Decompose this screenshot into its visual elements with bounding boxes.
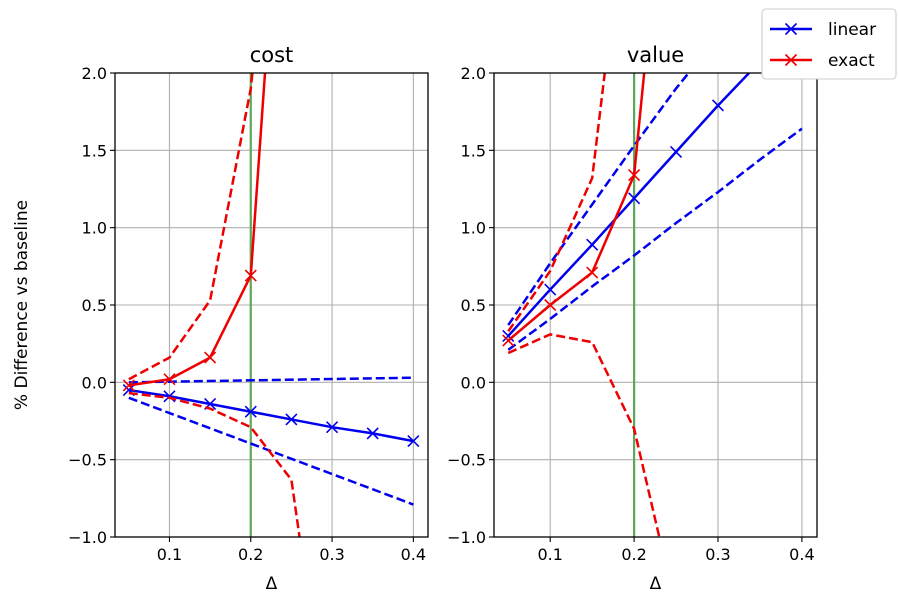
panel-cost-ytick-label: 0.0 [82, 373, 107, 392]
panel-cost-series-4-line [128, 73, 254, 381]
panel-cost: 0.1 0.2 0.3 0.4 −1.0 −0.5 0.0 0.5 1.0 1.5 2.0 cost Δ… [12, 43, 429, 594]
panel-cost-xtick-label: 0.2 [238, 545, 263, 564]
panel-value-series-1-line [507, 73, 690, 326]
panel-value-series-0-point-3 [628, 192, 641, 205]
panel-cost-series-0-point-7 [407, 435, 420, 448]
panel-cost-series-0-point-6 [366, 427, 379, 440]
panel-cost-title: cost [250, 43, 294, 67]
legend-label-linear: linear [828, 20, 876, 40]
panel-value-series-2-line [507, 127, 803, 351]
panel-value-ytick-label: −1.0 [447, 528, 486, 547]
panel-cost-series-1-line [128, 376, 414, 384]
panel-value: 0.1 0.2 0.3 0.4 −1.0 −0.5 0.0 0.5 1.0 1.5 2.0 value… [447, 43, 818, 594]
panel-value-ytick-label: 1.5 [461, 141, 486, 160]
panel-cost-series-3-point-3 [244, 269, 257, 282]
panel-cost-series-0-line [128, 388, 414, 443]
panel-value-ytick-label: −0.5 [447, 451, 486, 470]
panel-cost-ytick-label: 2.0 [82, 64, 107, 83]
panel-cost-series-0-point-4 [285, 413, 298, 426]
panel-cost-series-0-point-5 [326, 421, 339, 434]
panel-value-series-3-point-3 [628, 169, 641, 182]
panel-value-series-3-point-0 [502, 334, 515, 347]
panel-value-series-4-line [507, 73, 606, 333]
panel-value-series-0-point-0 [502, 329, 515, 342]
panel-cost-series-3-point-1 [163, 373, 176, 386]
panel-value-ytick-label: 0.0 [461, 373, 486, 392]
panel-value-ytick-label: 0.5 [461, 296, 486, 315]
panel-value-xtick-label: 0.4 [789, 545, 814, 564]
panel-value-xtick-label: 0.2 [621, 545, 646, 564]
panel-value-series-3-line [507, 73, 646, 342]
panel-value-title: value [627, 43, 684, 67]
panel-cost-ytick-label: −1.0 [68, 528, 107, 547]
panel-cost-ytick-label: 1.5 [82, 141, 107, 160]
panel-cost-series-5-line [128, 391, 301, 537]
panel-value-ytick-label: 2.0 [461, 64, 486, 83]
panel-value-xtick-label: 0.3 [705, 545, 730, 564]
panel-cost-series-0-point-3 [244, 405, 257, 418]
panel-value-series-0-point-1 [544, 283, 557, 296]
panel-value-series-0-point-5 [711, 99, 725, 112]
panel-value-series-5-line [507, 333, 661, 537]
panel-cost-xtick-label: 0.3 [319, 545, 344, 564]
panel-value-xtick-label: 0.1 [537, 545, 562, 564]
legend-label-exact: exact [828, 51, 875, 71]
panel-cost-ytick-label: 0.5 [82, 296, 107, 315]
panel-value-series-0-point-2 [586, 238, 599, 251]
panel-cost-xtick-label: 0.1 [157, 545, 182, 564]
panel-cost-xlabel: Δ [266, 574, 278, 594]
panel-cost-series-3-point-0 [122, 379, 135, 392]
panel-cost-plot-area [122, 73, 420, 537]
panel-value-xlabel: Δ [650, 574, 662, 594]
panel-cost-ytick-label: 1.0 [82, 219, 107, 238]
legend: linear exact [761, 8, 897, 80]
panel-value-ytick-label: 1.0 [461, 219, 486, 238]
panel-value-series-0-line [507, 73, 750, 337]
legend-box [761, 8, 897, 80]
legend-marker-exact [784, 53, 798, 67]
panel-cost-ytick-label: −0.5 [68, 451, 107, 470]
panel-cost-xtick-label: 0.4 [401, 545, 426, 564]
panel-value-plot-area [502, 73, 803, 537]
panel-cost-ylabel: % Difference vs baseline [12, 200, 32, 410]
panel-value-series-3-point-2 [586, 266, 599, 279]
legend-marker-linear [784, 22, 798, 36]
panel-cost-series-2-line [128, 396, 414, 506]
panel-value-series-3-point-1 [544, 298, 557, 312]
panel-cost-series-3-point-2 [204, 351, 217, 364]
panel-value-series-0-point-4 [669, 145, 683, 158]
